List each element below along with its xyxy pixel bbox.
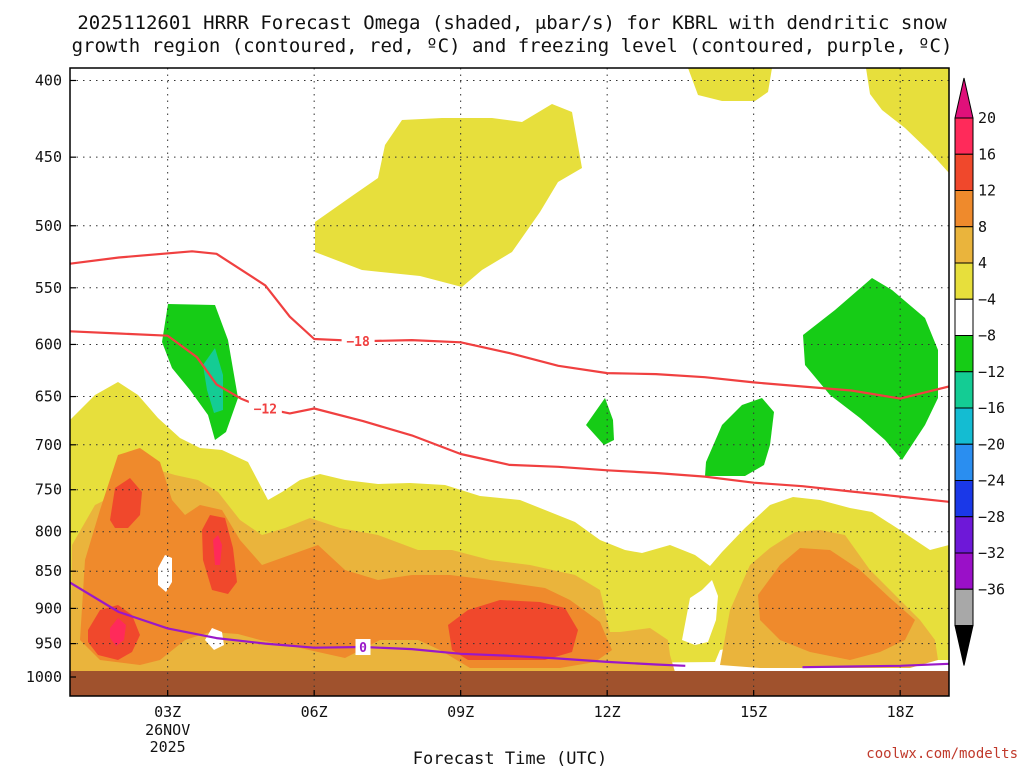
plot-frame <box>69 67 950 697</box>
y-axis-ticks: 2503003504004505005506006507007508008509… <box>26 0 76 686</box>
contour-line-2 <box>70 581 686 667</box>
y-tick-label-550: 550 <box>35 279 62 297</box>
grid-lines <box>70 68 949 696</box>
plot-area: −18 −12 0 <box>70 68 949 696</box>
x-tick-label-12Z: 12Z <box>594 703 621 721</box>
omega-region-4-8-upper-top <box>688 68 772 101</box>
colorbar-swatch-10 <box>954 480 974 518</box>
omega-region-4-8-upper-right <box>866 68 949 173</box>
colorbar-label-1: 16 <box>978 145 996 163</box>
colorbar-label-7: −12 <box>978 363 1005 381</box>
colorbar-label-6: −8 <box>978 327 996 345</box>
colorbar-swatch-13 <box>954 588 974 626</box>
y-tick-label-1000: 1000 <box>26 668 62 686</box>
colorbar-swatch-7 <box>954 371 974 409</box>
x-tick-label-15Z: 15Z <box>740 703 767 721</box>
y-tick-label-450: 450 <box>35 148 62 166</box>
colorbar-label-8: −16 <box>978 399 1005 417</box>
contour-label-bg-0 <box>341 332 375 349</box>
contour-lines: −18 −12 0 <box>70 250 949 669</box>
y-tick-label-400: 400 <box>35 71 62 89</box>
omega-region-16-20-a <box>110 478 142 528</box>
contour-line-3 <box>802 662 949 669</box>
y-tick-label-700: 700 <box>35 436 62 454</box>
y-tick-label-600: 600 <box>35 335 62 353</box>
contour-line-0 <box>70 250 949 400</box>
colorbar-swatch-8 <box>954 407 974 445</box>
omega-peak-magenta-a <box>110 618 126 646</box>
y-tick-label-650: 650 <box>35 388 62 406</box>
x-tick-label-18Z: 18Z <box>887 703 914 721</box>
colorbar-swatch-1 <box>954 153 974 191</box>
colorbar: 20 16 12 8 4 −4 −8 −12 −16 −20 −24 −28 −32 −36 <box>954 77 1005 666</box>
colorbar-swatch-9 <box>954 443 974 481</box>
contour-label-1: −12 <box>254 402 277 417</box>
colorbar-label-10: −24 <box>978 472 1005 490</box>
omega-region-neg4-8-d <box>803 278 938 460</box>
x-tick-sublabel-2: 2025 <box>150 738 186 756</box>
y-tick-label-900: 900 <box>35 599 62 617</box>
y-tick-label-850: 850 <box>35 562 62 580</box>
colorbar-swatch-3 <box>954 226 974 264</box>
chart-title-line-1: 2025112601 HRRR Forecast Omega (shaded, … <box>77 12 947 34</box>
colorbar-bottom-arrow <box>954 625 974 666</box>
omega-region-16-20-d <box>448 600 578 660</box>
omega-hole-white-a <box>158 555 172 592</box>
y-tick-label-500: 500 <box>35 217 62 235</box>
colorbar-label-13: −36 <box>978 580 1005 598</box>
y-tick-label-350: 350 <box>35 0 62 3</box>
y-tick-label-750: 750 <box>35 481 62 499</box>
omega-hole-white <box>682 580 718 645</box>
colorbar-swatch-2 <box>954 190 974 228</box>
colorbar-label-11: −28 <box>978 508 1005 526</box>
colorbar-swatch-6 <box>954 335 974 373</box>
colorbar-label-0: 20 <box>978 109 996 127</box>
omega-region-12-16 <box>80 448 915 668</box>
credit-link[interactable]: coolwx.com/modelts <box>866 746 1018 762</box>
ground-below-surface <box>70 671 949 696</box>
colorbar-label-5: −4 <box>978 290 996 308</box>
chart-title-line-2: growth region (contoured, red, ºC) and f… <box>72 35 953 57</box>
colorbar-label-12: −32 <box>978 544 1005 562</box>
x-tick-label-06Z: 06Z <box>301 703 328 721</box>
contour-label-bg-2 <box>355 639 371 656</box>
colorbar-label-3: 8 <box>978 218 987 236</box>
contour-label-0: −18 <box>346 335 370 350</box>
omega-region-4-8-upper-center <box>315 104 582 287</box>
x-tick-label-03Z: 03Z <box>154 703 181 721</box>
colorbar-top-arrow <box>954 77 974 119</box>
x-tick-label-09Z: 09Z <box>447 703 474 721</box>
y-tick-label-800: 800 <box>35 523 62 541</box>
omega-hole-white-b <box>205 628 224 650</box>
colorbar-swatch-11 <box>954 516 974 554</box>
x-tick-sublabel-1: 26NOV <box>145 721 190 739</box>
colorbar-swatch-0 <box>954 117 974 155</box>
contour-line-1 <box>70 330 949 503</box>
contour-label-2: 0 <box>359 641 367 656</box>
omega-peak-magenta-b <box>213 535 222 565</box>
omega-region-neg4-8-c <box>705 398 774 476</box>
colorbar-label-2: 12 <box>978 182 996 200</box>
colorbar-label-9: −20 <box>978 435 1005 453</box>
y-tick-label-950: 950 <box>35 635 62 653</box>
colorbar-label-4: 4 <box>978 254 987 272</box>
colorbar-swatch-5 <box>954 298 974 336</box>
colorbar-swatch-4 <box>954 262 974 300</box>
contour-label-bg-1 <box>248 400 282 417</box>
x-axis-label: Forecast Time (UTC) <box>413 749 607 768</box>
colorbar-swatch-12 <box>954 552 974 590</box>
